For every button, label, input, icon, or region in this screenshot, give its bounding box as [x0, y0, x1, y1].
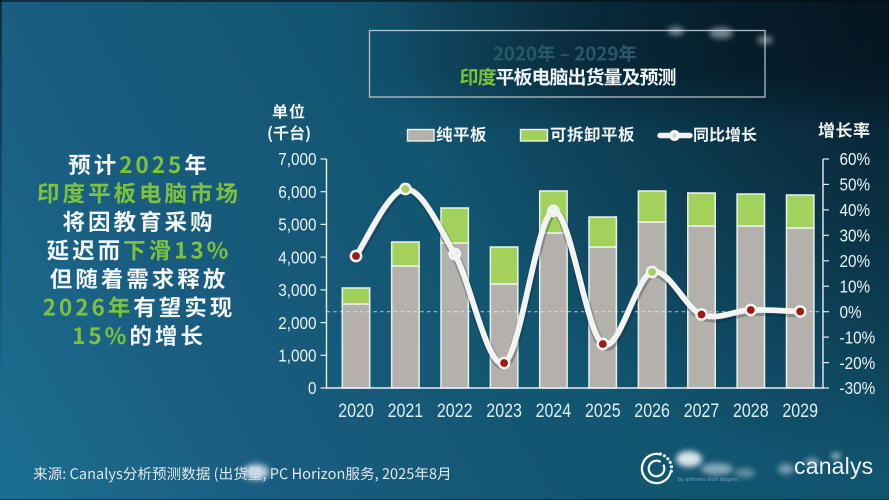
- svg-text:1,000: 1,000: [278, 346, 317, 366]
- svg-text:2024: 2024: [536, 401, 572, 422]
- svg-text:7,000: 7,000: [278, 149, 317, 169]
- svg-text:2027: 2027: [684, 401, 720, 422]
- svg-text:by informa tech targets: by informa tech targets: [678, 477, 738, 483]
- svg-text:-10%: -10%: [840, 327, 876, 347]
- svg-text:50%: 50%: [840, 175, 871, 195]
- svg-text:0%: 0%: [840, 302, 862, 322]
- svg-text:2023: 2023: [486, 401, 522, 422]
- svg-text:2028: 2028: [733, 401, 769, 422]
- svg-text:2020: 2020: [338, 401, 374, 422]
- svg-text:6,000: 6,000: [278, 182, 317, 202]
- svg-text:20%: 20%: [840, 251, 871, 271]
- svg-text:4,000: 4,000: [278, 247, 317, 267]
- svg-text:2022: 2022: [437, 401, 473, 422]
- svg-text:30%: 30%: [840, 226, 871, 246]
- svg-text:2026: 2026: [634, 401, 670, 422]
- svg-text:5,000: 5,000: [278, 215, 317, 235]
- svg-text:-30%: -30%: [840, 378, 876, 398]
- svg-text:40%: 40%: [840, 200, 871, 220]
- svg-text:2021: 2021: [388, 401, 424, 422]
- svg-text:2,000: 2,000: [278, 313, 317, 333]
- svg-text:2025: 2025: [585, 401, 621, 422]
- svg-text:10%: 10%: [840, 276, 871, 296]
- svg-text:-20%: -20%: [840, 353, 876, 373]
- svg-text:2029: 2029: [782, 401, 818, 422]
- svg-text:3,000: 3,000: [278, 280, 317, 300]
- svg-text:0: 0: [308, 378, 317, 398]
- svg-text:60%: 60%: [840, 149, 871, 169]
